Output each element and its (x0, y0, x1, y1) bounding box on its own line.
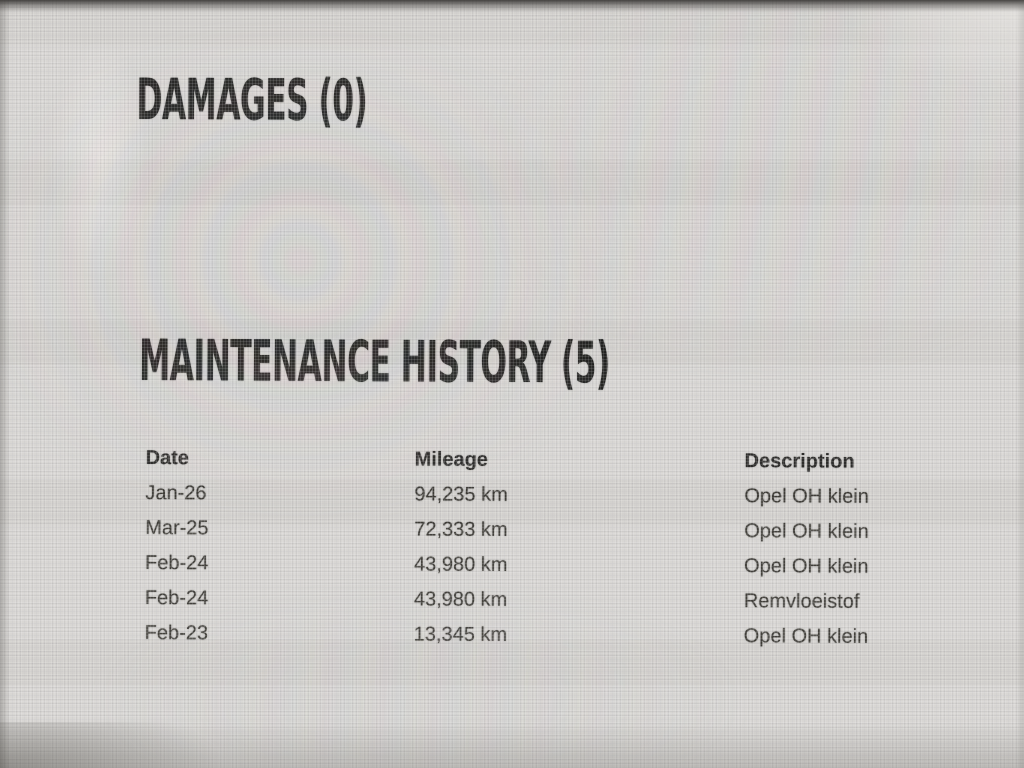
damages-heading: DAMAGES (0) (136, 66, 368, 135)
cell-mileage: 94,235 km (414, 483, 508, 506)
column-header-mileage: Mileage (414, 448, 489, 471)
cell-date: Mar-25 (145, 517, 209, 540)
table-row: Feb-23 13,345 km Opel OH klein (0, 615, 1021, 655)
cell-description: Opel OH klein (743, 555, 869, 578)
cell-date: Feb-23 (144, 622, 209, 645)
cell-description: Opel OH klein (744, 520, 869, 543)
column-header-date: Date (145, 447, 190, 470)
cell-date: Jan-26 (145, 482, 207, 505)
cell-mileage: 43,980 km (413, 553, 508, 576)
maintenance-history-heading: MAINTENANCE HISTORY (5) (138, 328, 610, 397)
cell-description: Remvloeistof (743, 590, 860, 613)
cell-mileage: 13,345 km (413, 623, 508, 646)
table-row: Feb-24 43,980 km Opel OH klein (0, 545, 1021, 585)
table-row: Feb-24 43,980 km Remvloeistof (0, 580, 1021, 620)
column-header-description: Description (744, 450, 855, 473)
table-row: Jan-26 94,235 km Opel OH klein (0, 475, 1021, 515)
cell-date: Feb-24 (144, 552, 209, 575)
cell-date: Feb-24 (144, 587, 209, 610)
table-header-row: Date Mileage Description (0, 440, 1022, 480)
cell-description: Opel OH klein (743, 625, 869, 648)
cell-mileage: 72,333 km (414, 518, 508, 541)
maintenance-history-table: Date Mileage Description Jan-26 94,235 k… (0, 440, 1022, 655)
cell-mileage: 43,980 km (413, 588, 508, 611)
cell-description: Opel OH klein (744, 485, 869, 508)
table-row: Mar-25 72,333 km Opel OH klein (0, 510, 1021, 550)
